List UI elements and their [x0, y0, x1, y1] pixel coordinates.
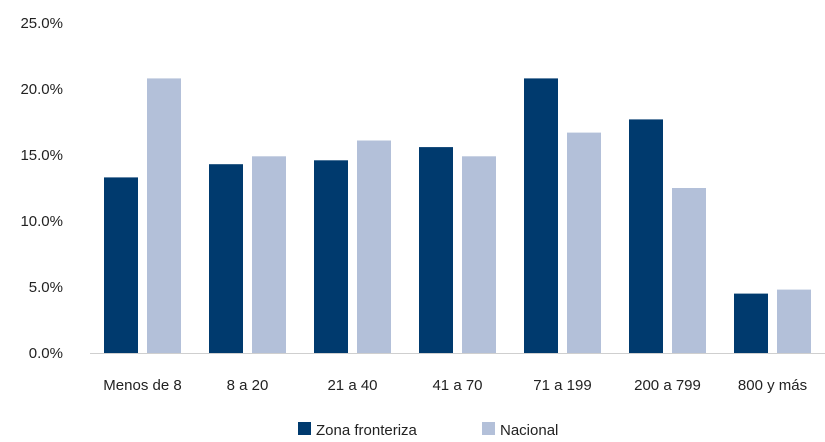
legend-label: Nacional [500, 422, 558, 439]
bar-nacional-2 [357, 140, 391, 353]
bar-zona-fronteriza-1 [209, 164, 243, 353]
category-label: 21 a 40 [327, 377, 377, 394]
category-label: 200 a 799 [634, 377, 701, 394]
y-tick-label: 25.0% [20, 15, 63, 32]
y-tick-label: 20.0% [20, 81, 63, 98]
legend-label: Zona fronteriza [316, 422, 418, 439]
bar-zona-fronteriza-5 [629, 119, 663, 354]
bar-nacional-4 [567, 132, 601, 353]
bars [104, 78, 811, 354]
bar-nacional-5 [672, 188, 706, 353]
bar-zona-fronteriza-3 [419, 147, 453, 353]
y-tick-label: 0.0% [29, 345, 63, 362]
category-label: 800 y más [738, 377, 807, 394]
bar-nacional-1 [252, 156, 286, 353]
legend: Zona fronteriza Nacional [298, 422, 558, 439]
bar-nacional-3 [462, 156, 496, 353]
legend-swatch [482, 422, 495, 435]
category-label: Menos de 8 [103, 377, 181, 394]
category-labels: Menos de 8 8 a 20 21 a 40 41 a 70 71 a 199 20… [103, 377, 807, 394]
bar-zona-fronteriza-0 [104, 177, 138, 353]
y-axis-ticks: 0.0% 5.0% 10.0% 15.0% 20.0% 25.0% [20, 15, 63, 362]
bar-nacional-6 [777, 289, 811, 353]
y-tick-label: 5.0% [29, 279, 63, 296]
y-tick-label: 15.0% [20, 147, 63, 164]
bar-zona-fronteriza-2 [314, 160, 348, 353]
category-label: 71 a 199 [533, 377, 591, 394]
bar-zona-fronteriza-4 [524, 78, 558, 354]
y-tick-label: 10.0% [20, 213, 63, 230]
bar-zona-fronteriza-6 [734, 293, 768, 353]
category-label: 8 a 20 [227, 377, 269, 394]
category-label: 41 a 70 [432, 377, 482, 394]
bar-nacional-0 [147, 78, 181, 354]
legend-swatch [298, 422, 311, 435]
